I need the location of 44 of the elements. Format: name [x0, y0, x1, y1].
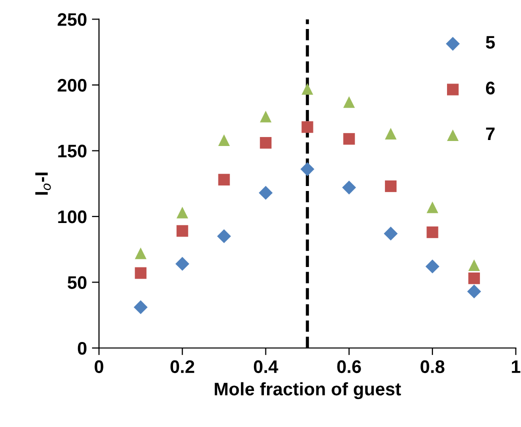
point: [426, 226, 438, 238]
point: [384, 180, 397, 192]
point: [260, 137, 272, 149]
legend-label: 7: [486, 128, 495, 140]
point: [218, 134, 230, 146]
legend-label: 5: [486, 36, 495, 49]
point: [302, 121, 314, 133]
point: [468, 272, 480, 284]
y-tick-label: 0: [78, 342, 86, 355]
x-tick-label: 0.6: [337, 360, 361, 374]
y-tick-label: 50: [68, 276, 86, 289]
y-tick-label: 100: [58, 210, 86, 224]
point: [300, 162, 314, 176]
y-axis-title: I$_{o}$-I: [35, 172, 51, 195]
point: [468, 259, 480, 271]
point: [134, 248, 146, 260]
point: [217, 229, 231, 244]
point: [302, 83, 314, 95]
point: [176, 225, 188, 237]
point: [426, 201, 438, 214]
point: [343, 133, 355, 145]
point: [176, 206, 188, 218]
x-tick-label: 0.2: [170, 360, 194, 374]
y-tick-label: 150: [58, 144, 86, 158]
point: [425, 260, 440, 274]
point: [175, 256, 190, 271]
point: [134, 267, 146, 279]
point: [134, 300, 148, 314]
y-tick-label: 250: [58, 13, 86, 26]
y-tick-label: 200: [58, 78, 86, 92]
legend-label: 6: [486, 82, 495, 94]
point: [342, 180, 356, 194]
point: [218, 174, 230, 186]
x-axis-title: Mole fraction of guest: [214, 382, 401, 400]
x-tick-label: 0.4: [254, 360, 278, 374]
point: [260, 110, 272, 122]
x-tick-label: 1: [512, 360, 520, 373]
x-tick-label: 0: [94, 360, 104, 374]
point: [384, 128, 397, 140]
point: [258, 186, 273, 200]
x-tick-label: 0.8: [420, 360, 444, 374]
point: [467, 284, 482, 298]
point: [343, 96, 355, 108]
point: [384, 226, 398, 241]
